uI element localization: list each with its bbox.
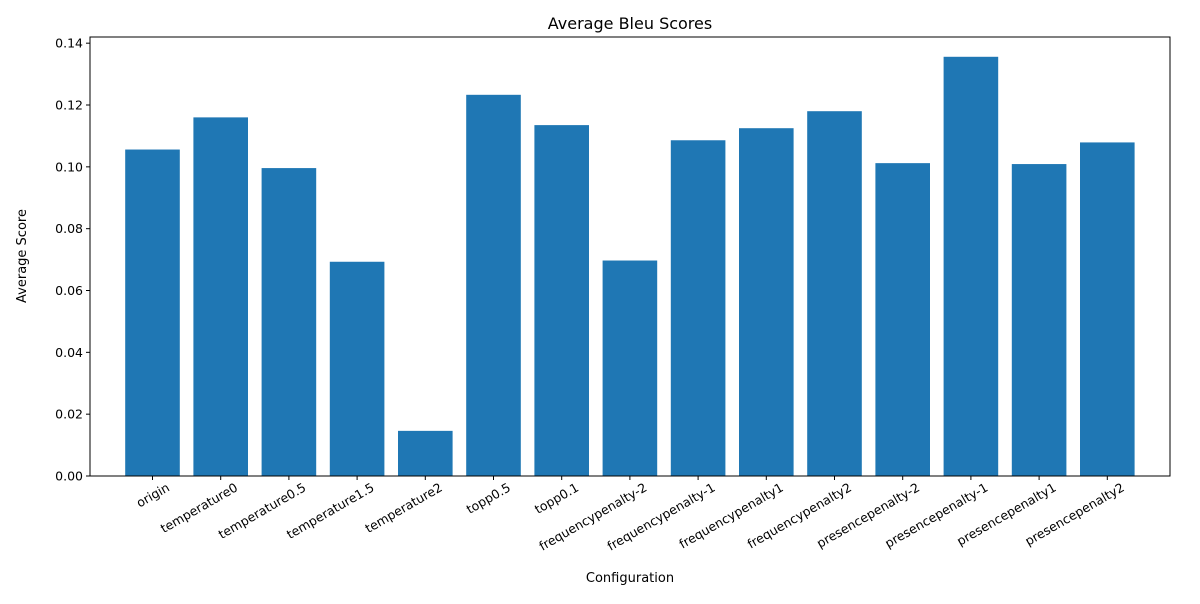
x-tick-label: temperature2 (362, 480, 444, 536)
bar-temperature0 (193, 117, 248, 476)
y-tick-label: 0.08 (55, 221, 83, 236)
bar-topp0.5 (466, 94, 521, 476)
x-axis-label: Configuration (586, 571, 674, 586)
bar-presencepenalty1 (1011, 164, 1067, 476)
bar-topp0.1 (534, 125, 589, 477)
y-tick-label: 0.14 (55, 36, 83, 51)
y-tick-label: 0.12 (55, 98, 83, 113)
bar-frequencypenalty-1 (670, 140, 726, 476)
y-tick-label: 0.10 (55, 159, 83, 174)
chart-title: Average Bleu Scores (548, 14, 712, 33)
bar-presencepenalty-2 (875, 163, 930, 476)
y-axis-label: Average Score (15, 209, 30, 303)
plot-frame (89, 36, 1171, 477)
bar-frequencypenalty2 (807, 111, 862, 476)
bar-temperature2 (398, 430, 453, 476)
bar-temperature0.5 (261, 168, 317, 476)
bar-frequencypenalty1 (739, 128, 794, 476)
bars-group (125, 56, 1135, 477)
x-axis-ticks: origintemperature0temperature0.5temperat… (134, 476, 1127, 554)
bar-presencepenalty2 (1080, 142, 1135, 477)
y-tick-label: 0.04 (55, 345, 83, 360)
y-tick-label: 0.00 (55, 469, 83, 484)
y-tick-label: 0.02 (55, 407, 83, 422)
x-tick-label: origin (134, 480, 172, 511)
y-tick-label: 0.06 (55, 283, 83, 298)
bar-origin (125, 149, 180, 476)
x-tick-label: topp0.5 (464, 480, 513, 517)
x-tick-label: topp0.1 (532, 480, 581, 517)
y-axis-ticks: 0.00 0.02 0.04 0.06 0.08 0.10 0.12 0.14 (55, 36, 90, 484)
bar-temperature1.5 (329, 261, 385, 476)
bar-presencepenalty-1 (943, 56, 999, 476)
bar-frequencypenalty-2 (602, 260, 658, 476)
